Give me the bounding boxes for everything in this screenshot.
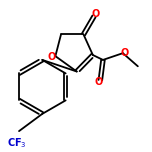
Text: O: O bbox=[121, 48, 129, 58]
Text: O: O bbox=[92, 9, 100, 19]
Text: O: O bbox=[94, 77, 103, 87]
Text: CF$_3$: CF$_3$ bbox=[7, 136, 27, 150]
Text: O: O bbox=[48, 52, 56, 62]
